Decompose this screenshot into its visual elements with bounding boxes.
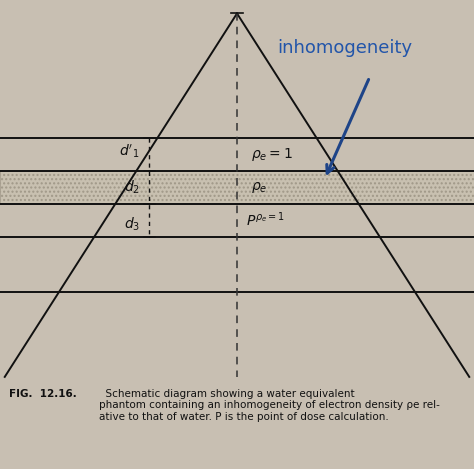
Text: $\rho_e = 1$: $\rho_e = 1$ [251,146,293,163]
Text: Schematic diagram showing a water equivalent
phantom containing an inhomogeneity: Schematic diagram showing a water equiva… [99,388,440,422]
Text: FIG.  12.16.: FIG. 12.16. [9,388,77,399]
Text: $P^{\rho_e=1}$: $P^{\rho_e=1}$ [246,211,285,229]
Bar [0,171,474,204]
FancyArrowPatch shape [327,79,369,173]
Text: inhomogeneity: inhomogeneity [277,39,412,57]
Text: $d'_1$: $d'_1$ [119,142,140,160]
Text: $d_3$: $d_3$ [124,215,140,233]
Text: $\rho_e$: $\rho_e$ [251,180,268,195]
Text: $d_2$: $d_2$ [124,179,140,196]
